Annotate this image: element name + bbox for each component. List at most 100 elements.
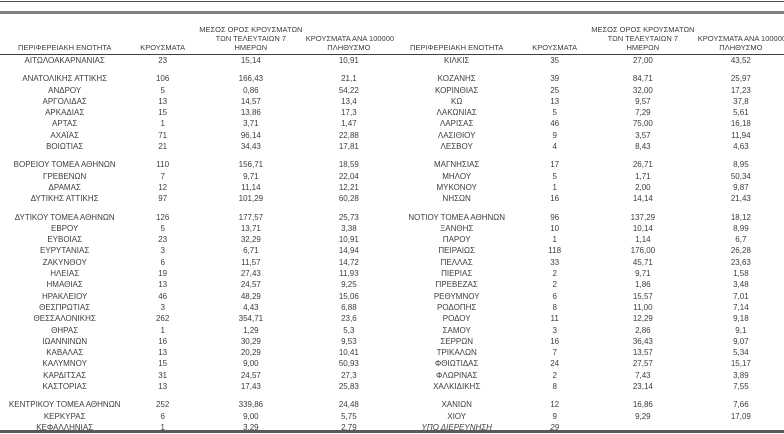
per100k-cell: 26,28 (730, 246, 751, 256)
avg7-cell: 84,71 (632, 74, 653, 84)
per100k-cell: 7,14 (733, 302, 749, 312)
table-row: ΚΩ 13 9,57 37,8 (392, 96, 784, 107)
cases-cell: 13 (158, 96, 168, 106)
cases-cell: 3 (552, 325, 557, 335)
cases-cell: 1 (160, 119, 165, 129)
region-cell: ΑΡΓΟΛΙΔΑΣ (42, 96, 87, 106)
table-row: ΖΑΚΥΝΘΟΥ 6 11,57 14,72 (0, 257, 392, 268)
avg7-cell: 11,14 (241, 182, 261, 192)
avg7-cell: 27,00 (632, 56, 653, 65)
avg7-cell: 9,00 (243, 411, 259, 421)
avg7-cell: 27,57 (632, 359, 653, 369)
group-spacer-row (0, 66, 392, 73)
region-cell: ΝΗΣΩΝ (442, 194, 471, 204)
table-header: ΠΕΡΙΦΕΡΕΙΑΚΗ ΕΝΟΤΗΤΑ ΚΡΟΥΣΜΑΤΑ ΜΕΣΟΣ ΟΡΟ… (392, 14, 784, 55)
cases-cell: 15 (158, 359, 168, 369)
region-cell: ΔΡΑΜΑΣ (48, 182, 81, 192)
table-row: ΠΕΛΛΑΣ 33 45,71 23,63 (392, 257, 784, 268)
per100k-cell: 9,87 (733, 182, 749, 192)
avg7-cell: 156,71 (238, 160, 264, 170)
cases-cell: 33 (550, 257, 560, 267)
cases-cell: 17 (550, 160, 560, 170)
cases-cell: 1 (160, 422, 165, 432)
cases-cell: 3 (160, 302, 165, 312)
table-row: ΒΟΙΩΤΙΑΣ 21 34,43 17,81 (0, 141, 392, 152)
per100k-cell: 7,55 (733, 382, 749, 392)
table-row: ΡΕΘΥΜΝΟΥ 6 15,57 7,01 (392, 291, 784, 302)
per100k-cell: 18,59 (338, 160, 359, 170)
tables-container: ΠΕΡΙΦΕΡΕΙΑΚΗ ΕΝΟΤΗΤΑ ΚΡΟΥΣΜΑΤΑ ΜΕΣΟΣ ΟΡΟ… (0, 14, 784, 433)
cases-cell: 8 (552, 382, 557, 392)
cases-cell: 5 (160, 85, 165, 95)
region-cell: ΥΠΟ ΔΙΕΡΕΥΝΗΣΗ (421, 422, 492, 432)
per100k-cell: 25,73 (338, 212, 359, 222)
avg7-cell: 27,43 (240, 269, 261, 279)
per100k-cell: 21,1 (341, 74, 357, 84)
table-row: ΙΩΑΝΝΙΝΩΝ 16 30,29 9,53 (0, 336, 392, 347)
per100k-cell: 50,34 (730, 171, 751, 181)
per100k-cell: 9,18 (733, 314, 749, 324)
cases-cell: 39 (550, 74, 560, 84)
region-cell: ΑΡΚΑΔΙΑΣ (45, 108, 85, 118)
table-row: ΗΜΑΘΙΑΣ 13 24,57 9,25 (0, 279, 392, 290)
table-row: ΡΟΔΟΥ 11 12,29 9,18 (392, 313, 784, 324)
avg7-cell: 23,14 (632, 382, 653, 392)
top-thin-rule (0, 1, 784, 2)
avg7-cell: 11,57 (241, 257, 261, 267)
table-row: ΔΡΑΜΑΣ 12 11,14 12,21 (0, 182, 392, 193)
table-row: ΚΕΝΤΡΙΚΟΥ ΤΟΜΕΑ ΑΘΗΝΩΝ 252 339,86 24,48 (0, 399, 392, 410)
avg7-cell: 34,43 (240, 142, 261, 152)
cases-cell: 13 (158, 348, 168, 358)
per100k-cell: 17,23 (730, 85, 751, 95)
cases-cell: 6 (160, 411, 165, 421)
table-body: ΑΙΤΩΛΟΑΚΑΡΝΑΝΙΑΣ 23 15,14 10,91 ΑΝΑΤΟΛΙΚΗΣ Α… (0, 55, 392, 434)
group-spacer-row (392, 392, 784, 399)
table-row: ΘΗΡΑΣ 1 1,29 5,3 (0, 325, 392, 336)
col-header-per100k: ΚΡΟΥΣΜΑΤΑ ΑΝΑ 100000 ΠΛΗΘΥΣΜΟ (697, 14, 784, 55)
cases-cell: 12 (550, 400, 560, 410)
table-row: ΦΛΩΡΙΝΑΣ 2 7,43 3,89 (392, 370, 784, 381)
group-spacer-cell (392, 205, 784, 212)
table-row: ΑΡΓΟΛΙΔΑΣ 13 14,57 13,4 (0, 96, 392, 107)
cases-cell: 126 (155, 212, 170, 222)
cases-cell: 6 (160, 257, 165, 267)
region-cell: ΓΡΕΒΕΝΩΝ (43, 171, 87, 181)
per100k-cell: 22,88 (338, 130, 359, 140)
region-cell: ΘΗΡΑΣ (51, 325, 79, 335)
cases-cell: 16 (550, 336, 560, 346)
avg7-cell: 36,43 (632, 336, 653, 346)
avg7-cell: 32,00 (632, 85, 653, 95)
cases-cell: 6 (552, 291, 557, 301)
cases-cell: 9 (552, 130, 557, 140)
per100k-cell: 60,28 (338, 194, 359, 204)
per100k-cell: 12,21 (338, 182, 359, 192)
region-cell: ΑΧΑΪΑΣ (50, 130, 79, 140)
per100k-cell: 8,99 (733, 223, 749, 233)
per100k-cell: 5,34 (733, 348, 749, 358)
table-row: ΠΡΕΒΕΖΑΣ 2 1,86 3,48 (392, 279, 784, 290)
region-cell: ΚΑΡΔΙΤΣΑΣ (43, 370, 87, 380)
region-cell: ΚΕΝΤΡΙΚΟΥ ΤΟΜΕΑ ΑΘΗΝΩΝ (8, 400, 121, 410)
avg7-cell: 166,43 (238, 74, 264, 84)
avg7-cell: 20,29 (240, 348, 261, 358)
per100k-cell: 27,3 (341, 370, 357, 380)
per100k-cell: 54,22 (338, 85, 359, 95)
region-cell: ΚΑΣΤΟΡΙΑΣ (42, 382, 87, 392)
group-spacer-cell (0, 152, 392, 159)
avg7-cell: 101,29 (238, 194, 264, 204)
table-row: ΓΡΕΒΕΝΩΝ 7 9,71 22,04 (0, 171, 392, 182)
avg7-cell: 7,29 (635, 108, 651, 118)
cases-cell: 262 (155, 314, 170, 324)
region-cell: ΕΥΒΟΙΑΣ (47, 235, 83, 245)
region-cell: ΘΕΣΣΑΛΟΝΙΚΗΣ (33, 314, 96, 324)
table-header: ΠΕΡΙΦΕΡΕΙΑΚΗ ΕΝΟΤΗΤΑ ΚΡΟΥΣΜΑΤΑ ΜΕΣΟΣ ΟΡΟ… (0, 14, 394, 55)
per100k-cell: 50,93 (338, 359, 359, 369)
avg7-cell: 15,57 (632, 291, 653, 301)
per100k-cell: 17,81 (338, 142, 359, 152)
table-row: ΛΑΣΙΘΙΟΥ 9 3,57 11,94 (392, 130, 784, 141)
table-row: ΛΑΡΙΣΑΣ 46 75,00 16,18 (392, 118, 784, 129)
region-cell: ΗΛΕΙΑΣ (50, 269, 80, 279)
avg7-cell: 14,57 (240, 96, 261, 106)
avg7-cell: 26,71 (632, 160, 653, 170)
region-cell: ΚΕΦΑΛΛΗΝΙΑΣ (36, 422, 94, 432)
